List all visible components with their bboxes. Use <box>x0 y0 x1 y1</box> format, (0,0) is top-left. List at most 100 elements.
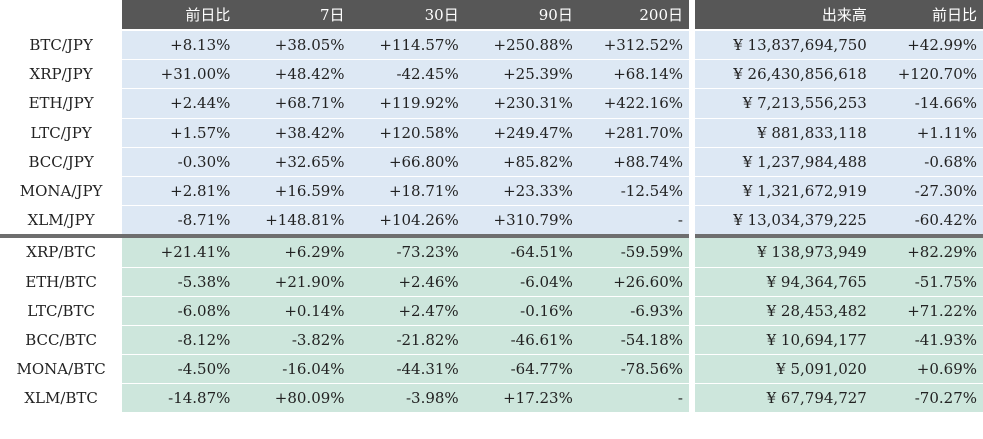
header-90d-change[interactable]: 90日 <box>464 0 579 31</box>
header-row: 前日比 7日 30日 90日 200日 出来高 前日比 <box>0 0 983 31</box>
volume-cell: ¥ 28,453,482 <box>689 296 873 326</box>
change-30d-cell: +104.26% <box>350 205 465 237</box>
change-200d-cell: +26.60% <box>578 267 692 297</box>
volume-cell: ¥ 1,237,984,488 <box>689 147 873 177</box>
change-7d-cell: -3.82% <box>236 325 351 356</box>
pair-name-cell: XLM/JPY <box>0 205 123 237</box>
volume-cell: ¥ 13,837,694,750 <box>689 30 873 61</box>
change-200d-cell: -59.59% <box>578 234 692 268</box>
change-200d-cell: - <box>578 205 692 237</box>
change-1d-cell: +2.44% <box>122 88 237 119</box>
change-7d-cell: +48.42% <box>236 59 351 90</box>
volume-cell: ¥ 138,973,949 <box>689 234 873 268</box>
header-volume-change[interactable]: 前日比 <box>872 0 983 31</box>
volume-cell: ¥ 5,091,020 <box>689 354 873 385</box>
pair-name-cell: XRP/JPY <box>0 59 123 90</box>
change-30d-cell: +2.47% <box>350 296 465 326</box>
table-row[interactable]: MONA/JPY +2.81% +16.59% +18.71% +23.33% -12.5… <box>0 176 983 207</box>
volume-change-cell: -14.66% <box>872 88 983 119</box>
pair-name-cell: BTC/JPY <box>0 30 123 61</box>
table-row[interactable]: BCC/BTC -8.12% -3.82% -21.82% -46.61% -54.18%… <box>0 325 983 356</box>
header-pair-blank <box>0 0 123 31</box>
volume-cell: ¥ 13,034,379,225 <box>689 205 873 237</box>
volume-change-cell: -41.93% <box>872 325 983 356</box>
change-1d-cell: +1.57% <box>122 118 237 148</box>
volume-cell: ¥ 26,430,856,618 <box>689 59 873 90</box>
change-30d-cell: -73.23% <box>350 234 465 268</box>
change-200d-cell: - <box>578 383 692 414</box>
pair-name-cell: XLM/BTC <box>0 383 123 414</box>
change-200d-cell: -12.54% <box>578 176 692 207</box>
change-200d-cell: +281.70% <box>578 118 692 148</box>
change-200d-cell: +422.16% <box>578 88 692 119</box>
table-row[interactable]: XRP/JPY +31.00% +48.42% -42.45% +25.39% +68.1… <box>0 59 983 90</box>
table-header: 前日比 7日 30日 90日 200日 出来高 前日比 <box>0 0 983 31</box>
table-row[interactable]: LTC/JPY +1.57% +38.42% +120.58% +249.47% +281… <box>0 118 983 148</box>
change-7d-cell: +16.59% <box>236 176 351 207</box>
change-90d-cell: -6.04% <box>464 267 579 297</box>
pair-name-cell: BCC/BTC <box>0 325 123 356</box>
volume-change-cell: +42.99% <box>872 30 983 61</box>
header-7d-change[interactable]: 7日 <box>236 0 351 31</box>
header-200d-change[interactable]: 200日 <box>578 0 692 31</box>
change-30d-cell: +66.80% <box>350 147 465 177</box>
change-7d-cell: +38.05% <box>236 30 351 61</box>
change-90d-cell: +310.79% <box>464 205 579 237</box>
table-row[interactable]: ETH/BTC -5.38% +21.90% +2.46% -6.04% +26.60% ¥… <box>0 267 983 297</box>
change-1d-cell: -5.38% <box>122 267 237 297</box>
change-1d-cell: -0.30% <box>122 147 237 177</box>
change-7d-cell: +21.90% <box>236 267 351 297</box>
header-volume[interactable]: 出来高 <box>689 0 873 31</box>
change-90d-cell: -46.61% <box>464 325 579 356</box>
table-row[interactable]: LTC/BTC -6.08% +0.14% +2.47% -0.16% -6.93% ¥ 2… <box>0 296 983 326</box>
change-30d-cell: -44.31% <box>350 354 465 385</box>
change-90d-cell: +230.31% <box>464 88 579 119</box>
volume-change-cell: -27.30% <box>872 176 983 207</box>
volume-change-cell: -60.42% <box>872 205 983 237</box>
change-200d-cell: -78.56% <box>578 354 692 385</box>
volume-cell: ¥ 1,321,672,919 <box>689 176 873 207</box>
change-200d-cell: +312.52% <box>578 30 692 61</box>
change-90d-cell: +85.82% <box>464 147 579 177</box>
table-row[interactable]: XLM/JPY -8.71% +148.81% +104.26% +310.79% - ¥ … <box>0 205 983 237</box>
table-row[interactable]: BCC/JPY -0.30% +32.65% +66.80% +85.82% +88.74… <box>0 147 983 177</box>
pair-name-cell: MONA/BTC <box>0 354 123 385</box>
table-row[interactable]: XRP/BTC +21.41% +6.29% -73.23% -64.51% -59.59… <box>0 234 983 268</box>
change-7d-cell: +0.14% <box>236 296 351 326</box>
volume-change-cell: +1.11% <box>872 118 983 148</box>
change-90d-cell: -0.16% <box>464 296 579 326</box>
volume-change-cell: +120.70% <box>872 59 983 90</box>
change-1d-cell: -8.71% <box>122 205 237 237</box>
change-1d-cell: -8.12% <box>122 325 237 356</box>
volume-change-cell: -0.68% <box>872 147 983 177</box>
pair-name-cell: BCC/JPY <box>0 147 123 177</box>
change-7d-cell: +148.81% <box>236 205 351 237</box>
change-30d-cell: +120.58% <box>350 118 465 148</box>
change-1d-cell: -14.87% <box>122 383 237 414</box>
change-7d-cell: -16.04% <box>236 354 351 385</box>
change-90d-cell: -64.51% <box>464 234 579 268</box>
change-90d-cell: +17.23% <box>464 383 579 414</box>
change-30d-cell: -42.45% <box>350 59 465 90</box>
volume-cell: ¥ 67,794,727 <box>689 383 873 414</box>
change-7d-cell: +68.71% <box>236 88 351 119</box>
change-30d-cell: +2.46% <box>350 267 465 297</box>
header-1d-change[interactable]: 前日比 <box>122 0 237 31</box>
change-200d-cell: -54.18% <box>578 325 692 356</box>
change-1d-cell: -6.08% <box>122 296 237 326</box>
change-1d-cell: +8.13% <box>122 30 237 61</box>
pair-name-cell: ETH/JPY <box>0 88 123 119</box>
change-200d-cell: -6.93% <box>578 296 692 326</box>
table-row[interactable]: MONA/BTC -4.50% -16.04% -44.31% -64.77% -78.5… <box>0 354 983 385</box>
table-row[interactable]: ETH/JPY +2.44% +68.71% +119.92% +230.31% +422… <box>0 88 983 119</box>
change-30d-cell: +18.71% <box>350 176 465 207</box>
header-30d-change[interactable]: 30日 <box>350 0 465 31</box>
change-90d-cell: +249.47% <box>464 118 579 148</box>
change-200d-cell: +68.14% <box>578 59 692 90</box>
table-row[interactable]: BTC/JPY +8.13% +38.05% +114.57% +250.88% +312… <box>0 30 983 61</box>
change-30d-cell: +119.92% <box>350 88 465 119</box>
table-row[interactable]: XLM/BTC -14.87% +80.09% -3.98% +17.23% - ¥ 67,… <box>0 383 983 414</box>
change-7d-cell: +38.42% <box>236 118 351 148</box>
pair-name-cell: XRP/BTC <box>0 234 123 268</box>
